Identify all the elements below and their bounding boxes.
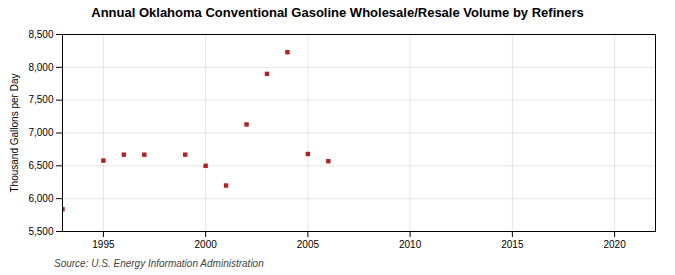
svg-text:7,500: 7,500 bbox=[28, 94, 53, 105]
svg-text:8,500: 8,500 bbox=[28, 29, 53, 40]
svg-text:6,500: 6,500 bbox=[28, 160, 53, 171]
svg-text:1995: 1995 bbox=[92, 239, 115, 250]
svg-text:6,000: 6,000 bbox=[28, 193, 53, 204]
svg-text:2000: 2000 bbox=[195, 239, 218, 250]
svg-text:7,000: 7,000 bbox=[28, 127, 53, 138]
svg-text:2005: 2005 bbox=[297, 239, 320, 250]
svg-text:2010: 2010 bbox=[399, 239, 422, 250]
svg-text:5,500: 5,500 bbox=[28, 226, 53, 237]
html-text:Annual Oklahoma Conventional G: Annual Oklahoma Conventional Gasoline Wh… bbox=[91, 5, 584, 20]
html-text:Source: U.S. Energy Informatio: Source: U.S. Energy Information Administ… bbox=[54, 258, 264, 269]
svg-text:8,000: 8,000 bbox=[28, 62, 53, 73]
svg-text:Thousand Gallons per Day: Thousand Gallons per Day bbox=[9, 74, 20, 193]
svg-text:2020: 2020 bbox=[603, 239, 626, 250]
svg-text:2015: 2015 bbox=[501, 239, 524, 250]
